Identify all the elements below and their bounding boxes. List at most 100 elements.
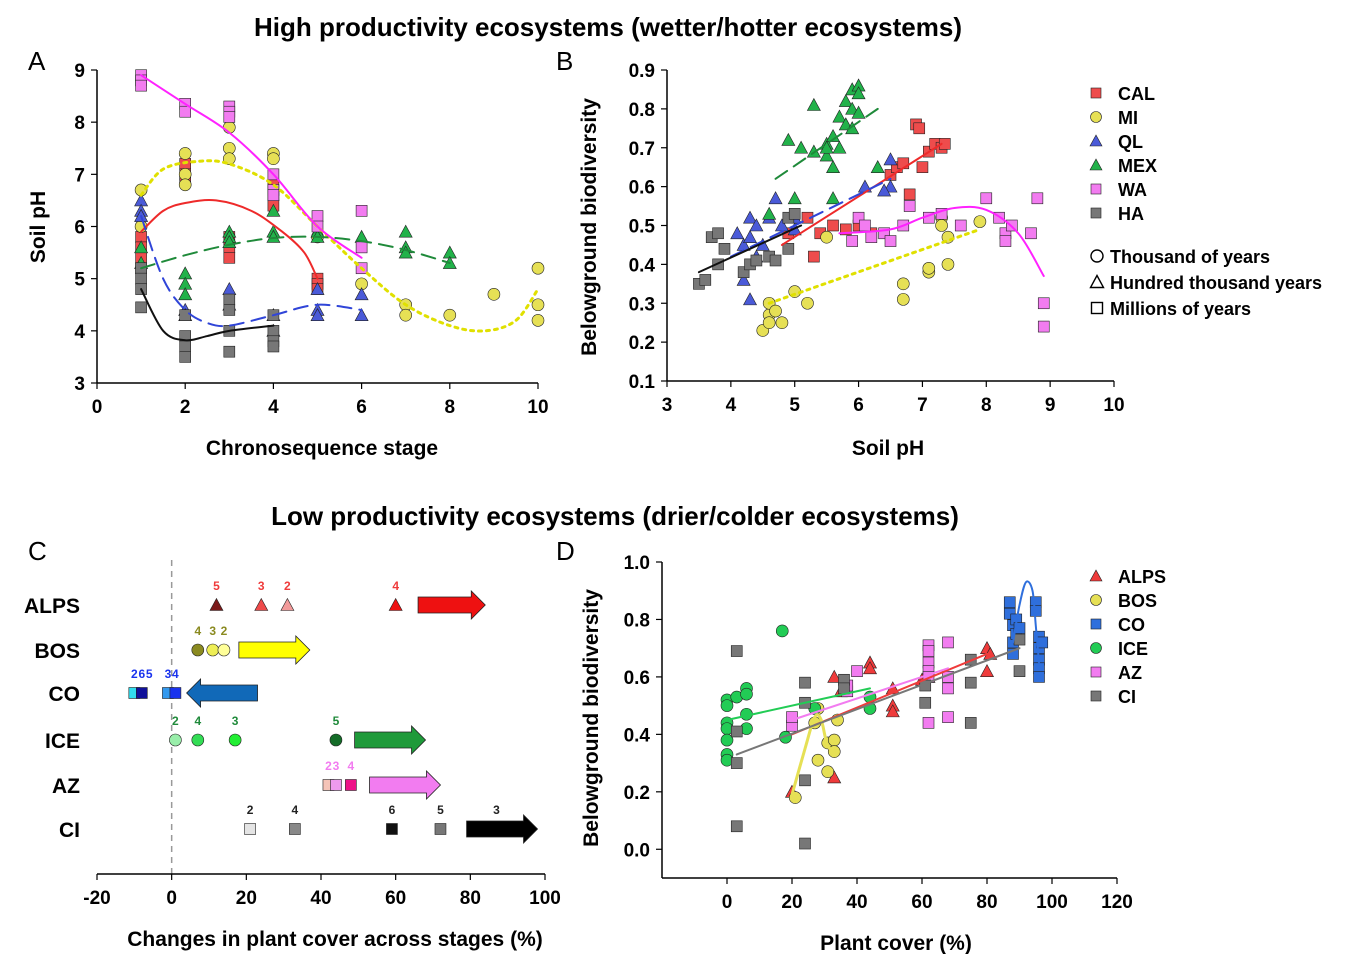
legend-bottom: ALPS BOS CO ICE AZ CI — [1089, 567, 1166, 707]
chart-panel-d: 0 20 40 60 80 100 120 0.0 0.2 0.4 0.6 0.8 1.0 Plant … — [580, 553, 1133, 954]
panel-b-x-tick-label: 10 — [1103, 395, 1124, 416]
data-point-co — [1007, 648, 1019, 660]
data-point-cal — [223, 252, 236, 264]
category-label-alps: ALPS — [24, 595, 80, 618]
panel-a-x-tick-label: 8 — [445, 397, 456, 418]
panel-a-x-tick-label: 2 — [180, 397, 191, 418]
panel-b-x-tick-label: 7 — [917, 395, 928, 416]
panel-d-ylabel: Belowground biodiversity — [580, 589, 603, 847]
panel-b-x-tick-label: 5 — [789, 395, 800, 416]
data-point-mex — [819, 148, 834, 162]
data-point-mex — [826, 160, 841, 173]
panel-b-x-tick-label: 3 — [662, 395, 673, 416]
panel-c-x-tick-label: 0 — [166, 888, 177, 909]
data-point-ql — [736, 272, 751, 286]
panel-b-y-tick-label: 0.8 — [629, 100, 655, 121]
data-point-ql — [883, 179, 898, 193]
data-point-ql — [743, 292, 758, 306]
category-label-bos: BOS — [34, 640, 80, 663]
stage-label: 3 — [165, 667, 172, 681]
legend-marker-mi — [1090, 111, 1102, 123]
data-point-ci — [799, 676, 811, 689]
stage-label: 3 — [333, 759, 340, 773]
data-point-mi — [531, 314, 545, 327]
panel-b-x-tick-label: 8 — [981, 395, 992, 416]
data-point-mi — [941, 258, 955, 271]
panel-d-x-tick-label: 20 — [781, 892, 802, 913]
data-point-wa — [311, 210, 324, 222]
data-point-wa — [852, 211, 865, 224]
data-point-ice — [720, 733, 734, 747]
data-point-cal — [808, 250, 820, 263]
data-point-mi — [775, 316, 789, 329]
data-point-mex — [838, 117, 853, 131]
data-point-ql — [222, 281, 237, 295]
data-point-ci — [799, 774, 811, 787]
series-ql — [730, 152, 898, 306]
panel-a-x-tick-label: 6 — [356, 397, 367, 418]
fit-line-bos — [790, 713, 839, 797]
panel-a-y-tick-label: 5 — [74, 270, 85, 291]
stage-marker-az — [330, 779, 342, 791]
legend-marker-alps — [1089, 569, 1103, 582]
stage-marker-bos — [191, 643, 205, 657]
data-point-bos — [827, 733, 841, 747]
stage-marker-ci — [244, 823, 256, 835]
stage-label: 2 — [172, 714, 179, 728]
data-point-wa — [865, 231, 878, 243]
series-co — [1003, 596, 1049, 683]
row-alps: ALPS 5 3 2 4 — [24, 579, 486, 620]
legend-label-mex: MEX — [1118, 156, 1157, 176]
stage-label: 5 — [146, 667, 153, 681]
data-point-ha — [737, 266, 750, 278]
data-point-mex — [826, 191, 841, 205]
fit-line-co — [1012, 580, 1040, 664]
category-label-co: CO — [49, 683, 81, 706]
data-point-ice — [720, 699, 734, 712]
data-point-ha — [750, 254, 763, 267]
series-mex — [134, 203, 457, 301]
data-point-alps — [979, 664, 995, 677]
panel-label-b: B — [556, 46, 573, 76]
chart-panel-a: 0 2 4 6 8 10 3 4 5 6 7 8 9 Chronosequence stage Soil… — [27, 61, 549, 460]
panel-d-y-tick-label: 0.6 — [624, 668, 650, 689]
data-point-ci — [964, 717, 977, 729]
stage-label: 2 — [131, 667, 138, 681]
data-point-mex — [851, 105, 866, 119]
data-point-mi — [820, 230, 833, 244]
data-point-mi — [973, 215, 987, 228]
panel-b-y-tick-label: 0.5 — [629, 217, 656, 238]
series-ql — [134, 193, 369, 337]
panel-b-y-tick-label: 0.6 — [629, 178, 655, 199]
legend-label-mi: MI — [1118, 108, 1138, 128]
data-point-ha — [179, 309, 191, 321]
data-point-ql — [310, 281, 325, 295]
stage-label: 4 — [194, 714, 201, 728]
data-point-ha — [769, 254, 782, 267]
data-point-wa — [223, 111, 236, 123]
panel-a-y-tick-label: 3 — [74, 374, 85, 395]
data-point-mi — [443, 308, 457, 322]
legend-age-marker-triangle — [1089, 274, 1105, 289]
trend-arrow-az — [369, 770, 442, 800]
trend-arrow-ice — [354, 725, 427, 755]
panel-a-x-tick-label: 4 — [268, 397, 279, 418]
fit-line-mex — [140, 235, 451, 270]
panel-a-y-tick-label: 6 — [74, 218, 85, 239]
stage-marker-bos — [206, 643, 220, 657]
data-point-ha — [712, 227, 724, 240]
data-point-co — [1003, 596, 1016, 609]
panel-a-x-tick-label: 0 — [92, 397, 103, 418]
data-point-ql — [354, 287, 369, 301]
legend-label-cal: CAL — [1118, 84, 1155, 104]
stage-label: 6 — [138, 667, 145, 681]
data-point-mex — [851, 86, 866, 100]
data-point-ha — [699, 274, 712, 286]
panel-d-y-tick-label: 0.8 — [624, 610, 650, 631]
data-point-cal — [938, 138, 951, 150]
stage-label: 4 — [172, 667, 179, 681]
data-point-mex — [762, 206, 777, 220]
panel-b-ylabel: Belowground biodiversity — [578, 98, 601, 356]
series-alps — [784, 641, 998, 798]
stage-marker-ci — [289, 823, 301, 835]
